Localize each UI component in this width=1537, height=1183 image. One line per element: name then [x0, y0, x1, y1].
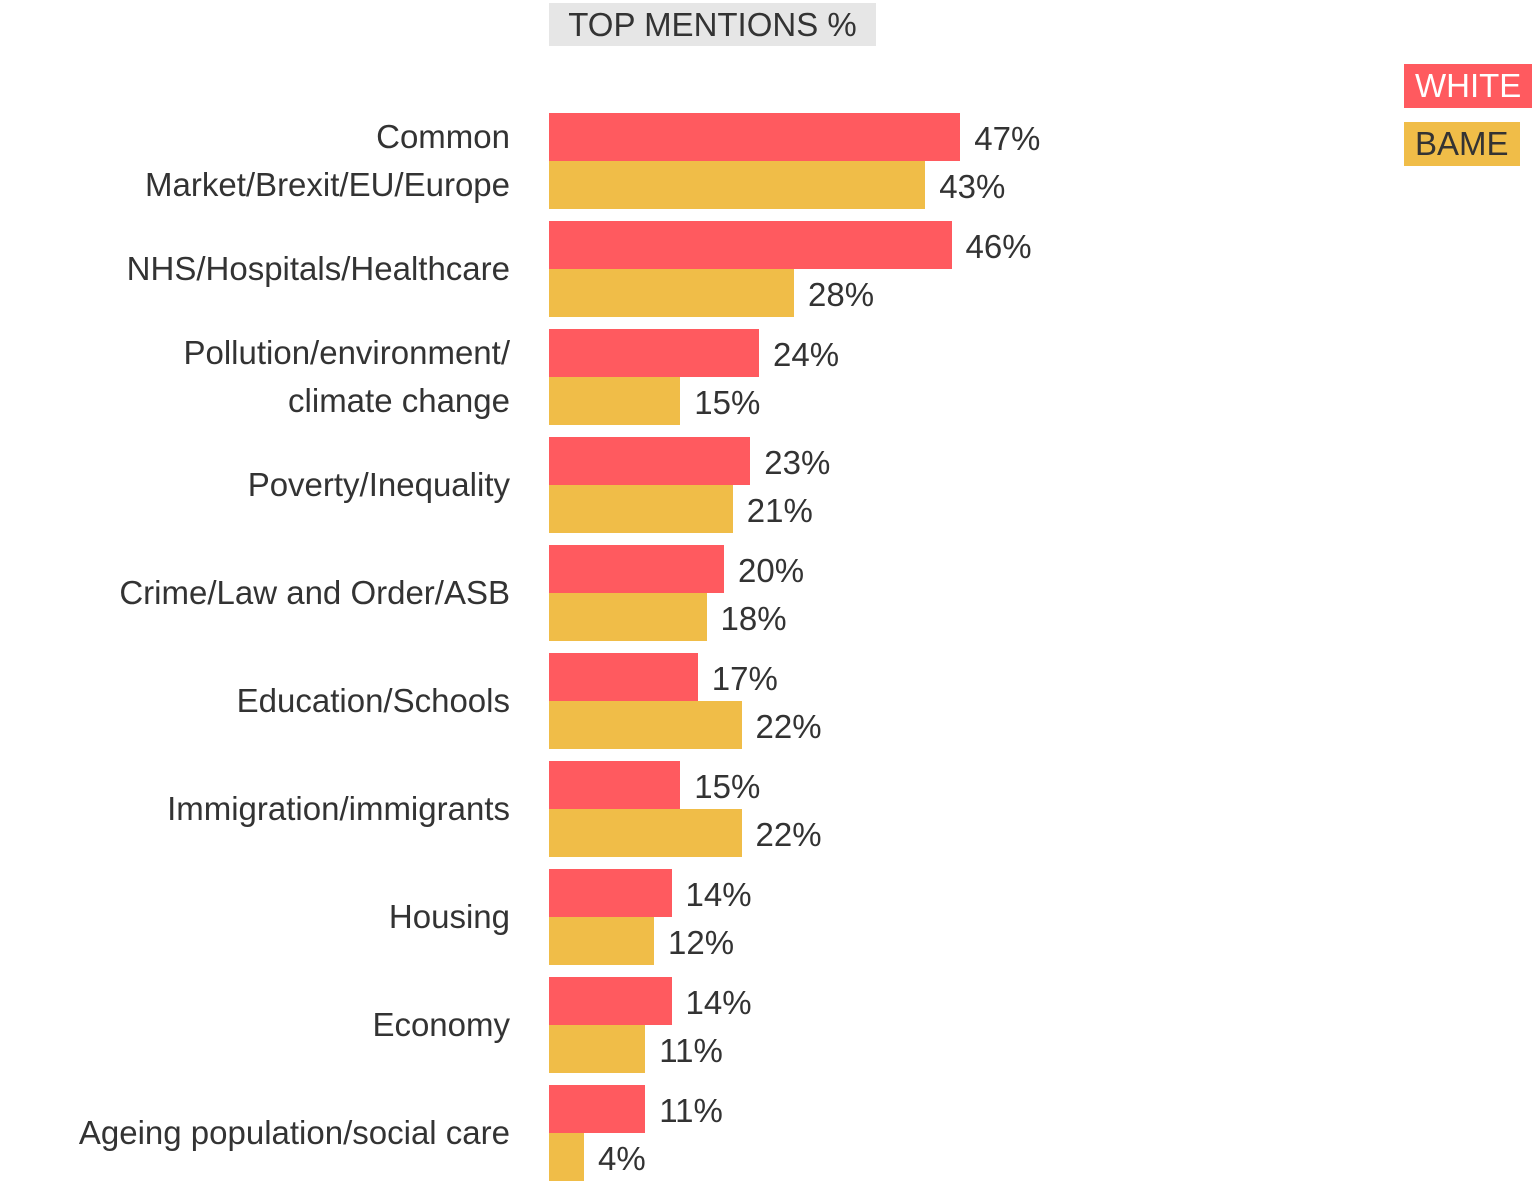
value-label: 11%	[659, 1032, 723, 1069]
value-label: 14%	[685, 984, 752, 1021]
value-label: 20%	[738, 552, 805, 589]
category-label: Immigration/immigrants	[167, 790, 510, 827]
value-label: 24%	[773, 336, 840, 373]
bar	[549, 545, 724, 593]
bar	[549, 869, 672, 917]
legend-entry: WHITE	[1404, 64, 1533, 108]
bar	[549, 269, 794, 317]
category-label: Common Market/Brexit/EU/Europe	[145, 118, 510, 203]
bar	[549, 1133, 584, 1181]
bar	[549, 113, 961, 161]
value-label: 4%	[598, 1140, 646, 1177]
value-label: 21%	[746, 492, 813, 529]
category-label: Economy	[372, 1006, 510, 1043]
bar	[549, 761, 681, 809]
value-label: 18%	[720, 600, 787, 637]
category-label: Crime/Law and Order/ASB	[119, 574, 510, 611]
value-label: 12%	[668, 924, 735, 961]
category-label: Housing	[388, 898, 510, 935]
value-label: 22%	[755, 708, 822, 745]
value-label: 15%	[694, 384, 761, 421]
bar	[549, 653, 698, 701]
bar	[549, 701, 742, 749]
value-label: 28%	[808, 276, 875, 313]
category-label: Poverty/Inequality	[247, 466, 510, 503]
category-label: Pollution/environment/ climate change	[183, 334, 510, 419]
value-label: 22%	[755, 816, 822, 853]
category-label: Education/Schools	[236, 682, 510, 719]
bar	[549, 1085, 646, 1133]
bar	[549, 377, 681, 425]
value-label: 17%	[711, 660, 778, 697]
bar	[549, 161, 926, 209]
bar	[549, 977, 672, 1025]
value-label: 43%	[939, 168, 1006, 205]
bar	[549, 1025, 646, 1073]
value-label: 14%	[685, 876, 752, 913]
legend-entry: BAME	[1404, 122, 1520, 166]
bar	[549, 917, 654, 965]
value-label: 47%	[974, 120, 1041, 157]
value-label: 46%	[965, 228, 1032, 265]
bar	[549, 329, 759, 377]
bar	[549, 221, 952, 269]
bar	[549, 437, 751, 485]
value-label: 15%	[694, 768, 761, 805]
value-label: 23%	[764, 444, 831, 481]
bar	[549, 593, 707, 641]
value-label: 11%	[659, 1092, 723, 1129]
bar	[549, 809, 742, 857]
category-label: Ageing population/social care	[78, 1114, 510, 1151]
category-label: NHS/Hospitals/Healthcare	[126, 250, 510, 287]
bar	[549, 485, 733, 533]
chart-title: TOP MENTIONS %	[549, 3, 876, 46]
